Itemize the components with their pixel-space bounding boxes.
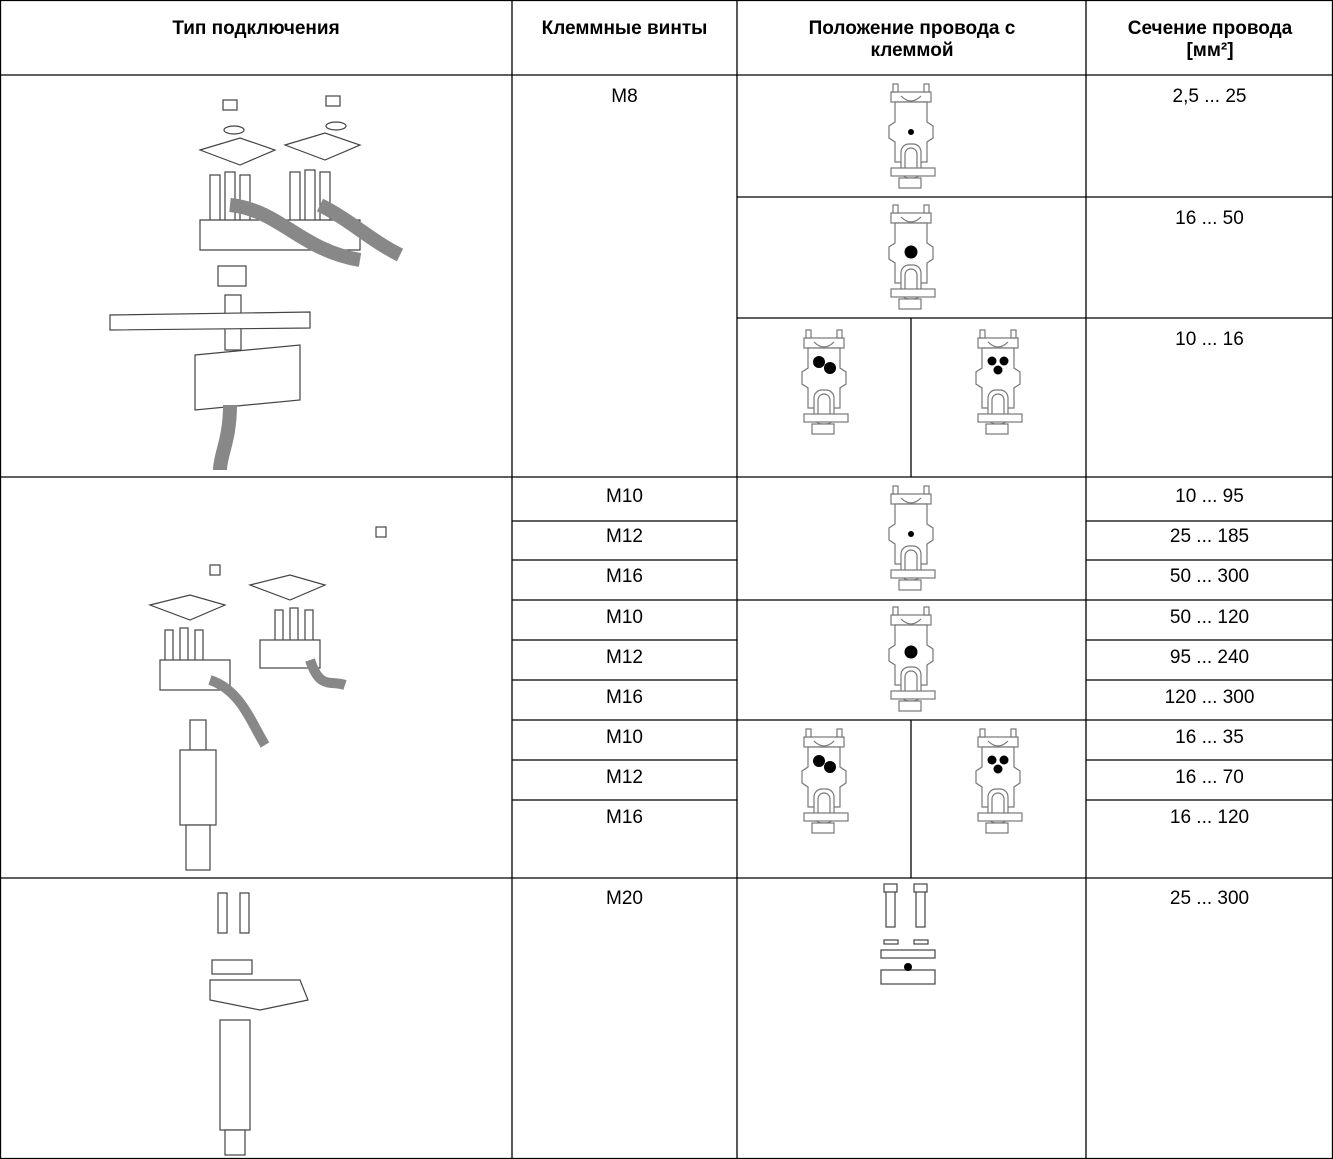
wire-section: 16 ... 70	[1175, 767, 1244, 788]
screw-size: M10	[606, 727, 643, 748]
screw-size: M16	[606, 687, 643, 708]
wire-section: 25 ... 185	[1169, 526, 1250, 547]
wire-section: 10 ... 16	[1175, 329, 1244, 350]
screw-size: M8	[611, 86, 638, 107]
screw-size: M12	[606, 767, 643, 788]
screw-size: M20	[606, 888, 643, 909]
header-cell: Сечение провода [мм²]	[1127, 18, 1293, 61]
clamp-drawings	[801, 83, 1023, 985]
header-cell: Клеммные винты	[541, 18, 708, 39]
screw-size: M12	[606, 647, 643, 668]
wire-section: 10 ... 95	[1175, 486, 1244, 507]
wire-section: 25 ... 300	[1169, 888, 1250, 909]
wire-section: 2,5 ... 25	[1172, 86, 1247, 107]
wire-section: 50 ... 300	[1169, 566, 1250, 587]
screw-size: M10	[606, 486, 643, 507]
header-cell: Тип подключения	[172, 18, 340, 39]
screw-size: M16	[606, 807, 643, 828]
screw-size: M12	[606, 526, 643, 547]
wire-section: 95 ... 240	[1169, 647, 1250, 668]
wire-section: 16 ... 50	[1175, 208, 1244, 229]
screw-size: M16	[606, 566, 643, 587]
wire-section: 120 ... 300	[1164, 687, 1255, 708]
wire-section: 16 ... 35	[1175, 727, 1244, 748]
header-cell: Положение провода с клеммой	[808, 18, 1016, 61]
wire-section: 50 ... 120	[1169, 607, 1250, 628]
wire-section: 16 ... 120	[1169, 807, 1250, 828]
screw-size: M10	[606, 607, 643, 628]
connection-drawings	[109, 95, 404, 1156]
